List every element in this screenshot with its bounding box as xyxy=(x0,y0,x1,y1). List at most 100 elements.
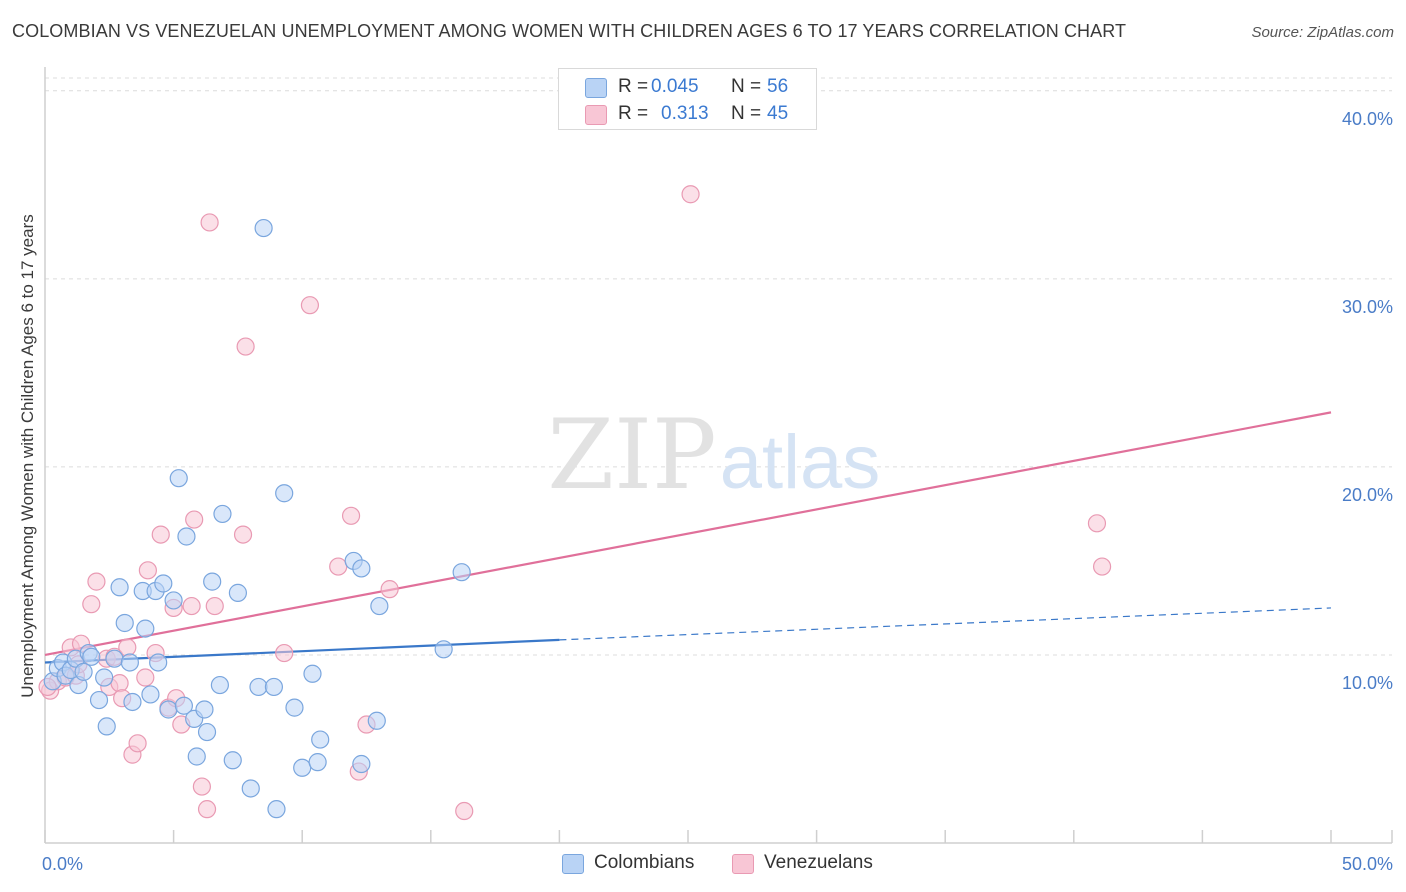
trend-line-extrapolated-colombians xyxy=(559,607,1332,641)
data-point-venezuelans xyxy=(455,801,474,821)
legend-r-label: R = xyxy=(618,76,649,97)
bottom-legend-swatch-pink xyxy=(732,854,754,874)
data-point-colombians xyxy=(267,800,286,819)
legend-swatch-pink xyxy=(585,105,607,125)
data-point-venezuelans xyxy=(380,580,399,599)
data-point-colombians xyxy=(293,758,312,777)
data-point-colombians xyxy=(110,578,129,597)
legend-r-value: 0.045 xyxy=(651,76,699,97)
data-point-colombians xyxy=(105,649,124,668)
legend-swatch-blue xyxy=(585,78,607,98)
data-point-colombians xyxy=(434,640,453,659)
bottom-legend-label: Colombians xyxy=(594,852,695,873)
data-point-venezuelans xyxy=(205,596,224,616)
data-point-venezuelans xyxy=(138,561,157,580)
legend-n-label: N = xyxy=(731,76,762,97)
data-point-colombians xyxy=(136,619,155,638)
data-point-colombians xyxy=(303,664,322,683)
data-point-colombians xyxy=(223,751,242,770)
data-point-colombians xyxy=(197,722,217,742)
data-point-colombians xyxy=(74,662,93,681)
data-point-colombians xyxy=(82,647,101,666)
data-point-colombians xyxy=(169,469,188,488)
data-point-venezuelans xyxy=(681,185,700,204)
data-point-colombians xyxy=(249,677,268,697)
data-point-venezuelans xyxy=(1092,557,1112,576)
watermark-zip: ZIP xyxy=(547,399,716,511)
data-point-colombians xyxy=(203,572,222,591)
data-point-venezuelans xyxy=(341,506,361,525)
data-point-colombians xyxy=(95,668,114,687)
data-point-venezuelans xyxy=(185,510,204,529)
data-point-colombians xyxy=(254,218,273,238)
data-point-colombians xyxy=(115,613,134,633)
legend-r-value: 0.313 xyxy=(661,103,709,124)
data-point-venezuelans xyxy=(300,296,320,315)
data-point-venezuelans xyxy=(192,777,211,796)
data-point-venezuelans xyxy=(275,643,294,663)
data-point-colombians xyxy=(141,685,160,704)
watermark: ZIP atlas xyxy=(547,399,880,511)
data-point-colombians xyxy=(241,779,260,798)
data-point-colombians xyxy=(177,527,196,546)
label-layer: 10.0% 20.0% 30.0% 40.0% 0.0% 50.0% xyxy=(42,109,1393,874)
watermark-atlas: atlas xyxy=(720,420,881,505)
data-point-colombians xyxy=(228,583,247,602)
y-tick-label: 40.0% xyxy=(1342,109,1393,129)
data-point-venezuelans xyxy=(200,213,219,232)
data-point-colombians xyxy=(187,747,206,766)
source-credit: Source: ZipAtlas.com xyxy=(1251,24,1394,41)
data-point-colombians xyxy=(311,730,330,749)
trend-line-venezuelans xyxy=(44,411,1332,657)
data-point-colombians xyxy=(120,653,139,672)
data-point-venezuelans xyxy=(128,734,147,753)
legend-r-label: R = xyxy=(618,103,649,124)
point-layer xyxy=(38,185,1112,821)
axis-layer xyxy=(44,67,1393,844)
y-tick-label: 20.0% xyxy=(1342,485,1393,505)
y-tick-label: 10.0% xyxy=(1342,673,1393,693)
grid-layer xyxy=(45,77,1392,656)
bottom-legend-label: Venezuelans xyxy=(764,852,873,873)
legend-n-value: 45 xyxy=(767,103,789,124)
x-tick-label: 0.0% xyxy=(42,854,83,874)
data-point-colombians xyxy=(149,653,168,672)
data-point-venezuelans xyxy=(197,800,217,819)
data-point-colombians xyxy=(352,559,371,578)
bottom-legend-swatch-blue xyxy=(562,854,584,874)
data-point-venezuelans xyxy=(136,668,155,687)
y-tick-label: 30.0% xyxy=(1342,297,1393,317)
data-point-colombians xyxy=(367,711,386,730)
data-point-colombians xyxy=(452,563,471,582)
data-point-colombians xyxy=(285,698,304,717)
chart-title: COLOMBIAN VS VENEZUELAN UNEMPLOYMENT AMO… xyxy=(12,21,1127,41)
data-point-colombians xyxy=(264,677,284,697)
data-point-venezuelans xyxy=(1087,514,1107,533)
data-point-colombians xyxy=(123,692,142,712)
data-point-colombians xyxy=(210,675,229,695)
data-point-colombians xyxy=(174,696,193,715)
data-point-colombians xyxy=(89,690,109,710)
data-point-venezuelans xyxy=(233,525,253,544)
data-point-venezuelans xyxy=(87,572,106,591)
data-point-colombians xyxy=(275,484,294,503)
data-point-colombians xyxy=(154,574,173,593)
legend-n-label: N = xyxy=(731,103,762,124)
data-point-venezuelans xyxy=(82,595,101,614)
data-point-venezuelans xyxy=(151,525,170,544)
data-point-colombians xyxy=(308,753,327,772)
x-tick-label: 50.0% xyxy=(1342,854,1393,874)
data-point-venezuelans xyxy=(236,337,255,356)
data-point-colombians xyxy=(370,596,389,616)
data-point-colombians xyxy=(195,700,214,719)
data-point-colombians xyxy=(164,591,183,610)
data-point-colombians xyxy=(97,717,116,736)
legend-n-value: 56 xyxy=(767,76,789,97)
data-point-colombians xyxy=(159,700,178,719)
data-point-colombians xyxy=(213,504,232,524)
data-point-venezuelans xyxy=(182,596,201,616)
data-point-venezuelans xyxy=(110,674,129,693)
data-point-venezuelans xyxy=(329,557,348,576)
stats-legend: R = 0.045 N = 56 R = 0.313 N = 45 xyxy=(558,68,817,130)
